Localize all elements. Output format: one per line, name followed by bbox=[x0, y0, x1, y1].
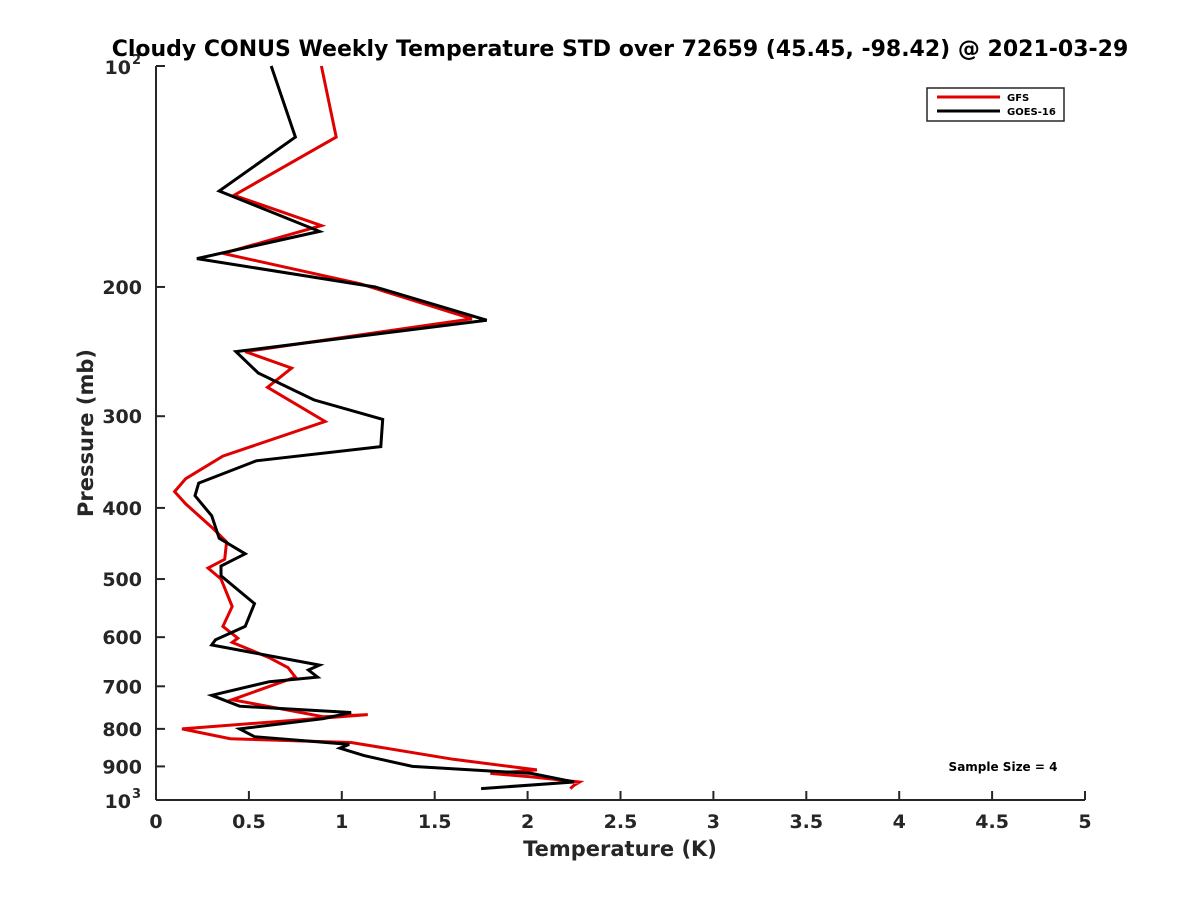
series-line-goes-16 bbox=[193, 65, 575, 791]
x-tick-label: 1 bbox=[335, 811, 348, 833]
x-tick-label: 4.5 bbox=[975, 811, 1009, 833]
y-tick-label: 700 bbox=[102, 676, 142, 698]
x-tick-label: 0.5 bbox=[232, 811, 266, 833]
y-axis-label: Pressure (mb) bbox=[74, 349, 98, 517]
x-tick-label: 3 bbox=[707, 811, 720, 833]
y-tick-label-power: 10 bbox=[105, 57, 131, 79]
x-tick-label: 2 bbox=[521, 811, 534, 833]
legend-box bbox=[926, 87, 1065, 122]
chart-title: Cloudy CONUS Weekly Temperature STD over… bbox=[112, 37, 1129, 62]
x-tick-label: 1.5 bbox=[418, 811, 452, 833]
x-tick-label: 3.5 bbox=[789, 811, 823, 833]
x-tick-label: 0 bbox=[149, 811, 162, 833]
y-tick-label: 600 bbox=[102, 627, 142, 649]
x-axis-label: Temperature (K) bbox=[523, 837, 717, 861]
y-tick-label: 300 bbox=[102, 406, 142, 428]
x-axis-ticks: 0 0.5 1 1.5 2 2.5 3 3.5 4 4.5 5 bbox=[149, 791, 1092, 833]
y-tick-label: 200 bbox=[102, 277, 142, 299]
y-tick-label: 500 bbox=[102, 569, 142, 591]
legend-label: GFS bbox=[1007, 93, 1029, 104]
x-tick-label: 2.5 bbox=[604, 811, 638, 833]
sample-size-annotation: Sample Size = 4 bbox=[949, 760, 1058, 774]
plot-lines bbox=[172, 65, 585, 791]
x-tick-label: 5 bbox=[1078, 811, 1091, 833]
y-tick-label: 800 bbox=[102, 719, 142, 741]
y-tick-label-exponent: 3 bbox=[132, 787, 141, 802]
y-tick-label: 900 bbox=[102, 756, 142, 778]
y-tick-label-exponent: 2 bbox=[132, 53, 141, 68]
y-tick-label: 400 bbox=[102, 498, 142, 520]
series-line-gfs bbox=[172, 65, 585, 790]
y-tick-label-power: 10 bbox=[105, 791, 131, 813]
x-tick-label: 4 bbox=[893, 811, 906, 833]
legend: GFS GOES-16 bbox=[926, 87, 1065, 122]
legend-label: GOES-16 bbox=[1007, 107, 1056, 118]
